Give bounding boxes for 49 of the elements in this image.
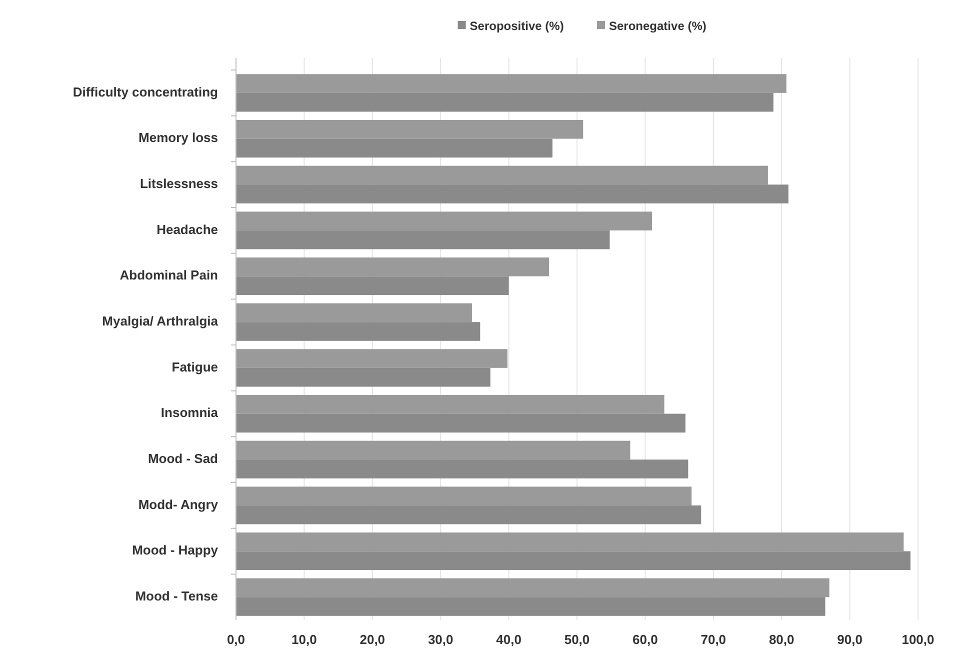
y-tick-label: Headache [156,222,218,237]
bar [236,166,768,185]
bar [236,414,686,433]
y-tick-label: Myalgia/ Arthralgia [102,314,219,329]
bar [236,138,552,158]
bar [236,349,508,368]
bar [236,120,584,139]
bar [236,230,610,250]
y-tick-label: Abdominal Pain [120,268,218,283]
bar [236,212,652,230]
bar [236,532,904,552]
y-tick-label: Litslessness [140,176,218,192]
bar [236,460,688,478]
x-tick-label: 10,0 [292,632,317,647]
bar [236,368,490,387]
x-tick-label: 70,0 [700,632,726,647]
bar [236,184,788,204]
legend-label: Seronegative (%) [609,19,706,33]
y-tick-label: Difficulty concentrating [72,84,218,100]
bar [236,92,774,112]
bar [236,257,550,276]
legend-label: Seropositive (%) [470,19,564,33]
x-tick-label: 60,0 [632,632,658,647]
x-tick-label: 50,0 [564,632,590,647]
y-tick-label: Mood - Happy [132,542,219,558]
y-tick-label: Fatigue [172,359,218,374]
y-tick-label: Modd- Angry [138,496,219,512]
bar [236,394,664,414]
bar [236,597,826,616]
bar [236,578,830,598]
x-tick-label: 100,0 [902,632,934,647]
bar [236,74,786,93]
bar [236,276,509,296]
bar [236,440,630,460]
bar [236,551,910,570]
x-tick-label: 40,0 [496,632,522,647]
bar [236,486,692,506]
x-tick-label: 20,0 [360,632,386,647]
y-tick-label: Mood - Tense [135,588,218,604]
bar [236,322,480,341]
x-tick-label: 80,0 [768,632,794,647]
x-tick-label: 30,0 [428,632,454,647]
bar [236,505,702,524]
y-tick-label: Memory loss [138,130,218,146]
bar [236,303,472,322]
y-tick-label: Mood - Sad [148,451,218,466]
x-tick-label: 90,0 [837,632,862,647]
y-tick-label: Insomnia [160,405,219,420]
x-tick-label: 0,0 [226,632,246,647]
